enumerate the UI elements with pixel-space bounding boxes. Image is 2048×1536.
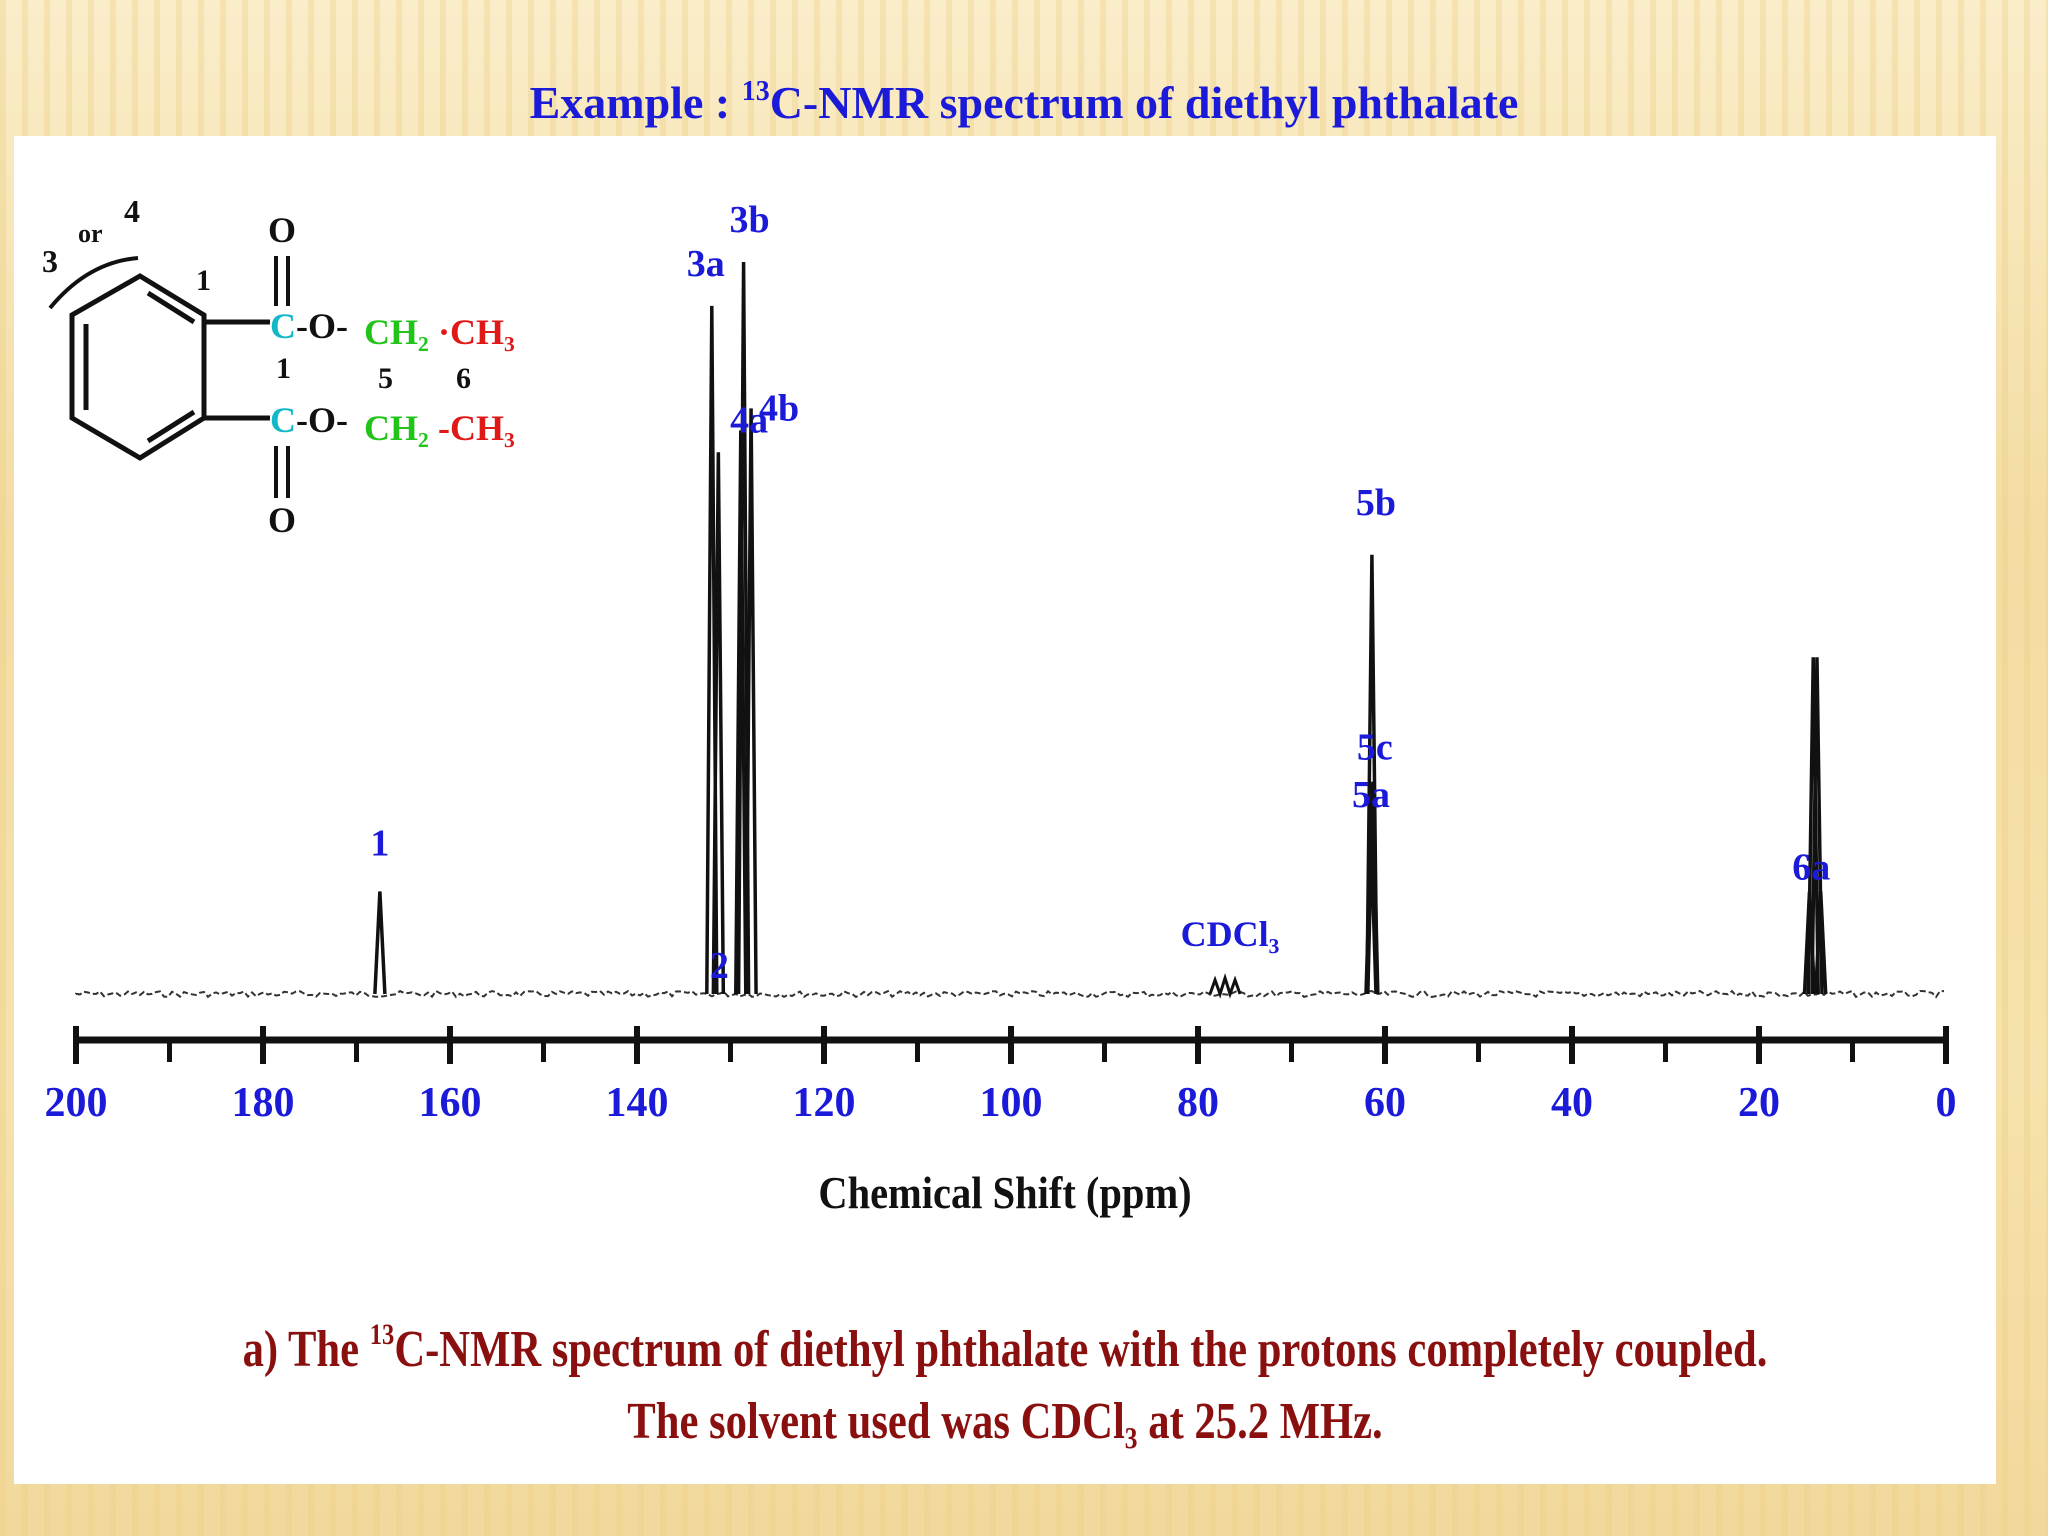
position-label: or <box>78 219 103 248</box>
carbonyl-carbon-label: C <box>270 306 296 346</box>
x-tick-label: 60 <box>1364 1080 1406 1126</box>
peak-label: 5a <box>1352 774 1390 816</box>
spectrum-peak <box>744 408 758 995</box>
x-tick-label: 160 <box>419 1080 482 1126</box>
figure-panel <box>14 136 1996 1484</box>
baseline-noise-line <box>75 989 1944 999</box>
x-axis-title: Chemical Shift (ppm) <box>818 1167 1192 1218</box>
ester-oxygen-label: -O- <box>296 306 348 346</box>
solvent-signal <box>1208 972 1242 999</box>
benzene-ring <box>69 273 207 461</box>
spectrum-peaks <box>373 261 1828 995</box>
x-axis: 200 180 160 140 120 100 80 60 40 20 0 <box>45 1026 1957 1126</box>
diethyl-phthalate-structure: 3 or 4 1 O C -O- CH₂ ·CH₃ 1 5 6 C -O- CH… <box>42 193 515 540</box>
peak-label: 2 <box>710 945 729 987</box>
x-tick-label: 120 <box>793 1080 856 1126</box>
peak-label: 1 <box>370 823 389 865</box>
ring-position-brace <box>48 256 139 310</box>
peak-label: 6a <box>1792 847 1830 889</box>
carbonyl-carbon-label: C <box>270 400 296 440</box>
spectrum-peak <box>1806 657 1820 995</box>
x-tick-label: 200 <box>45 1080 108 1126</box>
slide-title: Example : 13C-NMR spectrum of diethyl ph… <box>529 76 1519 128</box>
position-label: 1 <box>196 264 211 297</box>
spectrum-baseline-noise: CDCl₃ <box>75 914 1944 999</box>
methyl-label: ·CH₃ <box>438 312 515 352</box>
oxygen-label: O <box>268 210 296 250</box>
position-label: 3 <box>42 243 58 279</box>
figure-caption-line-2: The solvent used was CDCl₃ at 25.2 MHz. <box>627 1393 1383 1450</box>
peak-label: 4a <box>730 399 768 441</box>
methylene-label: CH₂ <box>364 408 429 448</box>
spectrum-peak <box>1813 891 1828 995</box>
x-tick-label: 100 <box>980 1080 1043 1126</box>
x-tick-label: 180 <box>232 1080 295 1126</box>
peak-label: 5b <box>1356 482 1396 524</box>
carbon-number-label: 6 <box>456 362 471 395</box>
methyl-label: -CH₃ <box>438 408 515 448</box>
peak-label: 5c <box>1357 727 1393 769</box>
peak-label: 4b <box>759 387 799 429</box>
spectrum-peak <box>1366 781 1380 995</box>
figure-caption-line-1: a) The 13C-NMR spectrum of diethyl phtha… <box>242 1318 1768 1378</box>
oxygen-label: O <box>268 500 296 540</box>
methylene-label: CH₂ <box>364 312 429 352</box>
spectrum-peak <box>373 891 387 995</box>
x-tick-label: 140 <box>606 1080 669 1126</box>
solvent-label: CDCl₃ <box>1181 914 1280 954</box>
peak-label: 3b <box>730 199 770 241</box>
spectrum-peak <box>1810 657 1824 995</box>
x-tick-label: 40 <box>1551 1080 1593 1126</box>
position-label: 4 <box>124 193 140 229</box>
peak-label: 3a <box>687 243 725 285</box>
carbon-number-label: 1 <box>276 352 291 385</box>
x-tick-label: 80 <box>1177 1080 1219 1126</box>
x-tick-label: 20 <box>1738 1080 1780 1126</box>
ring-double-bond <box>146 290 196 325</box>
x-tick-label: 0 <box>1936 1080 1957 1126</box>
spectrum-peak-labels: 1 3a 2 4a 3b 4b 5a 5b 5c 6a <box>370 199 1830 987</box>
ester-oxygen-label: -O- <box>296 400 348 440</box>
ring-double-bond <box>146 409 196 444</box>
carbon-number-label: 5 <box>378 362 393 395</box>
spectrum-peak <box>711 452 726 995</box>
